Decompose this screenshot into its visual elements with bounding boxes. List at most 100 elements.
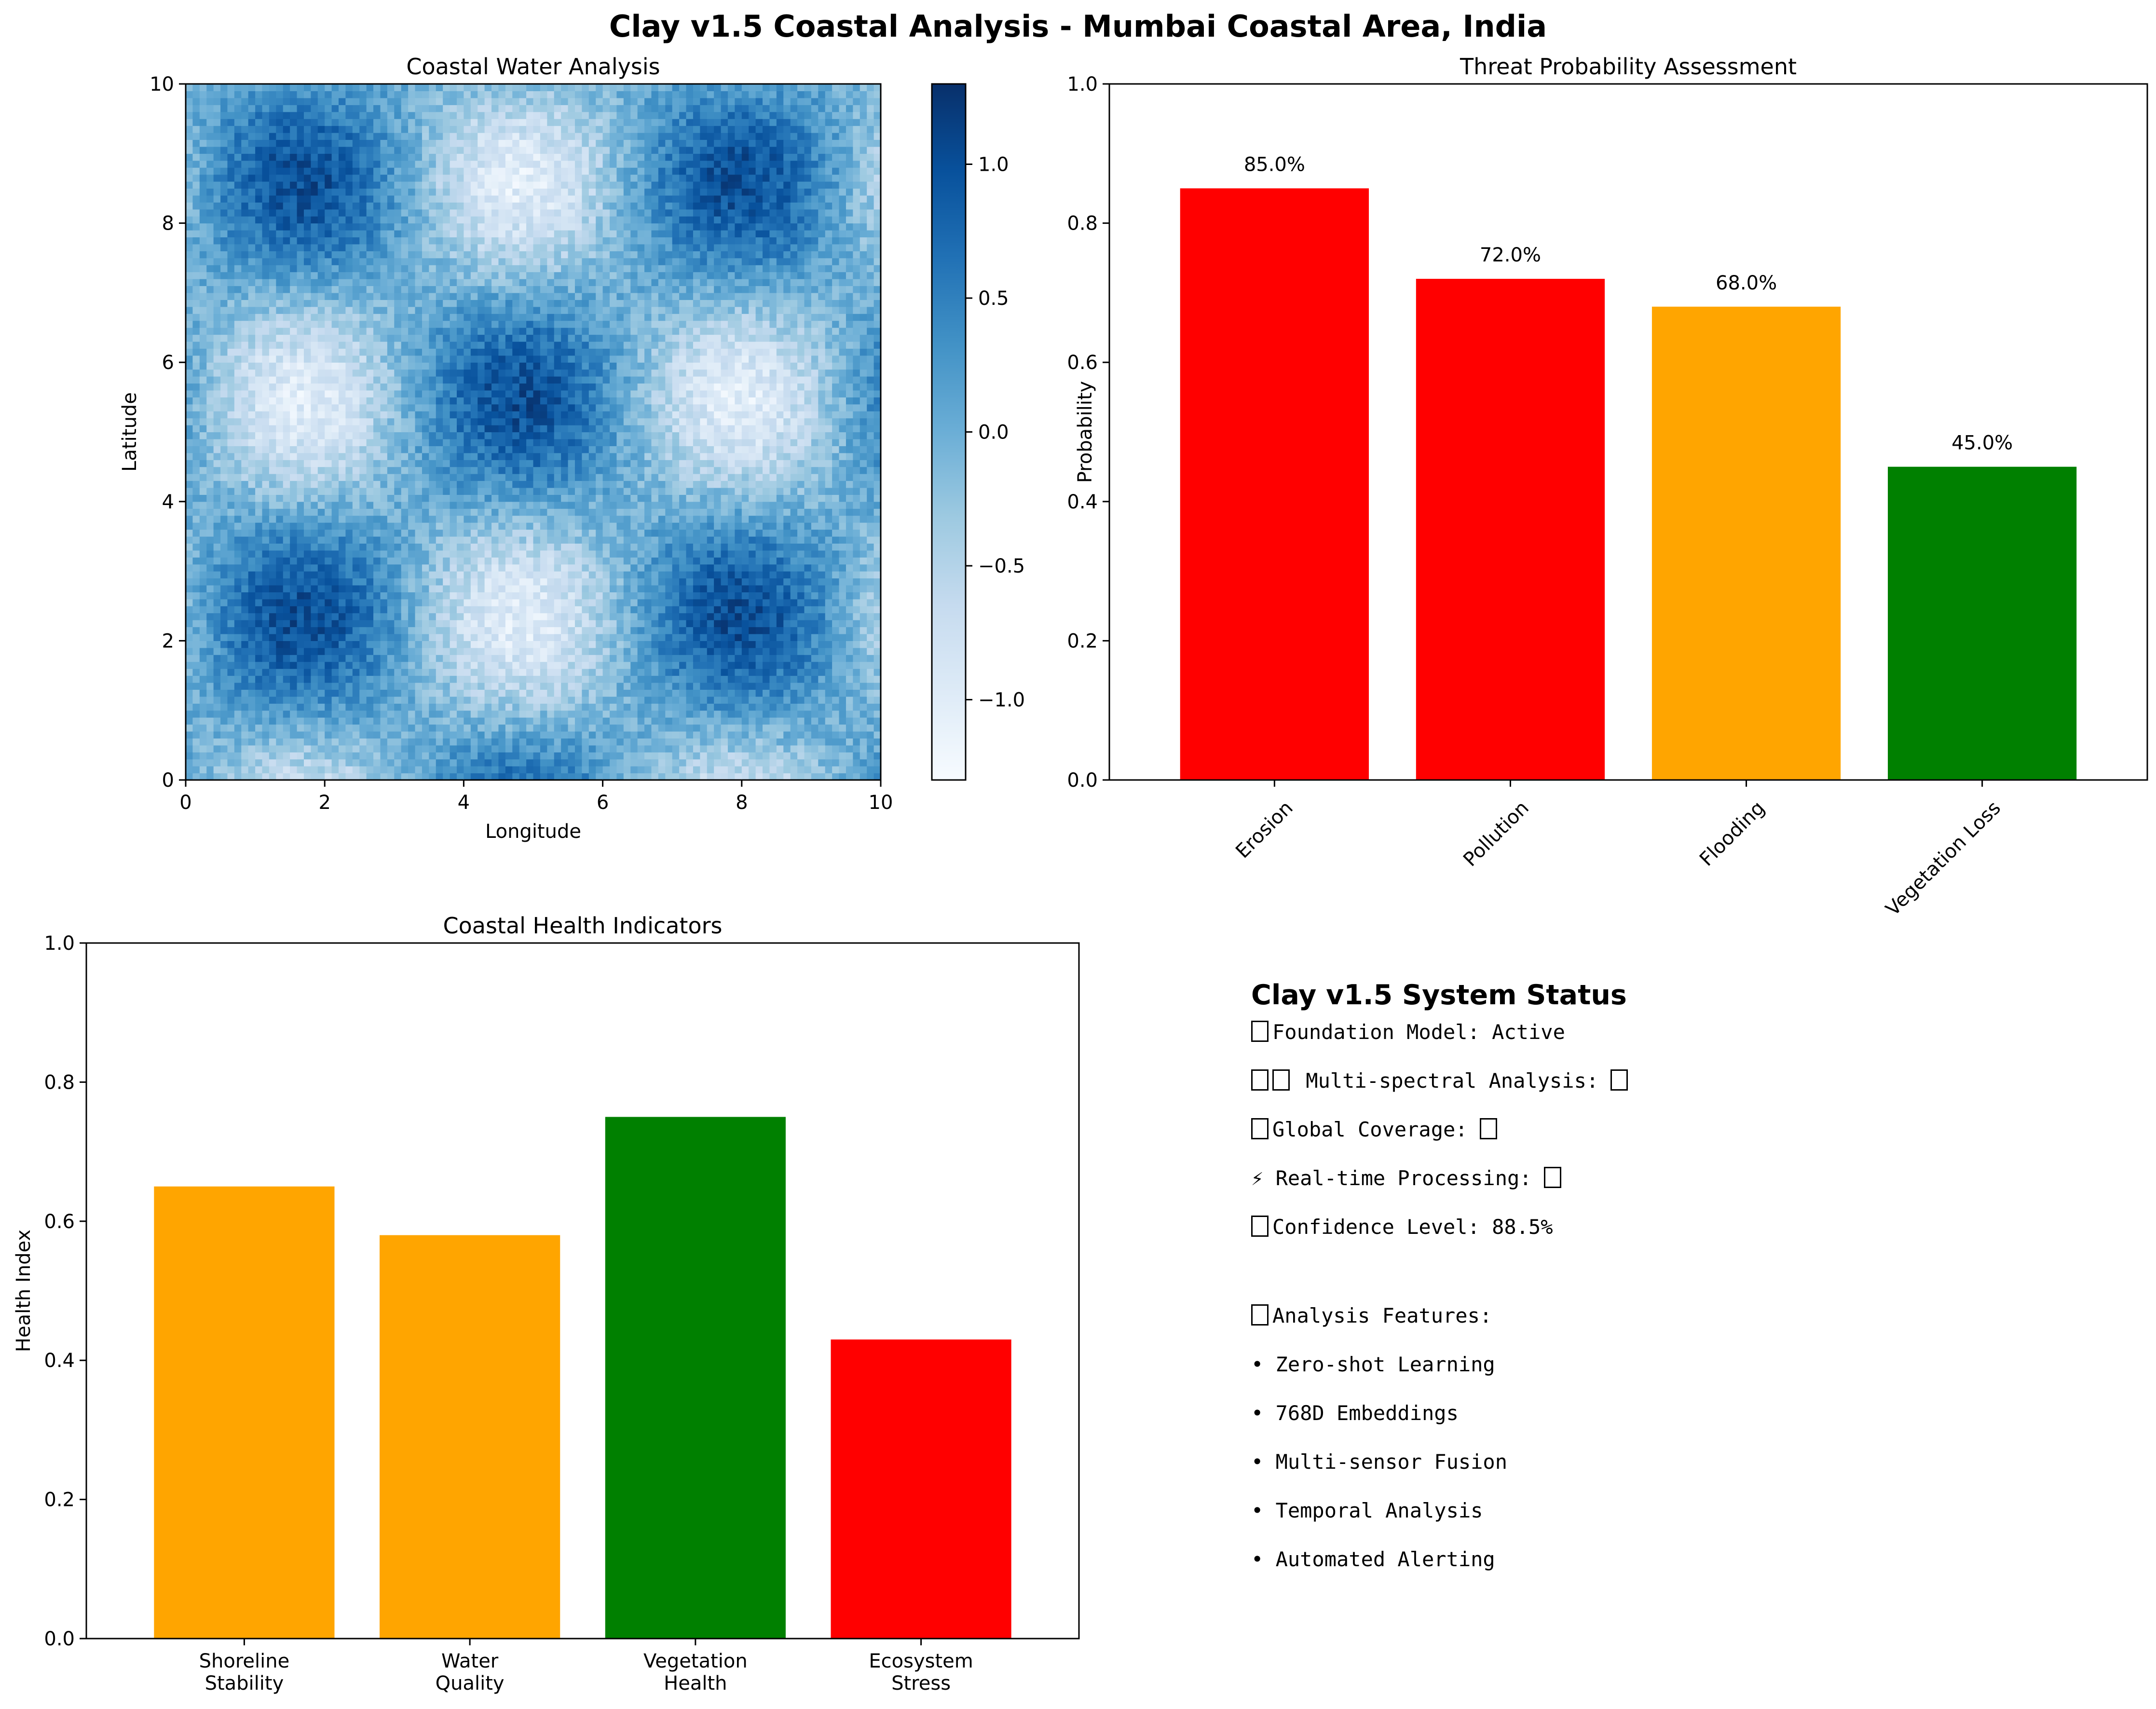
heatmap-cell <box>325 655 332 662</box>
heatmap-cell <box>317 766 325 774</box>
heatmap-cell <box>478 578 485 586</box>
heatmap-cell <box>568 633 575 641</box>
heatmap-cell <box>554 647 561 655</box>
heatmap-cell <box>283 773 290 780</box>
heatmap-cell <box>359 564 367 572</box>
heatmap-cell <box>644 675 652 683</box>
heatmap-cell <box>303 578 311 586</box>
heatmap-cell <box>186 641 193 648</box>
heatmap-cell <box>644 731 652 739</box>
heatmap-cell <box>700 689 708 697</box>
heatmap-cell <box>352 766 360 774</box>
heatmap-cell <box>651 717 659 725</box>
heatmap-cell <box>623 529 631 537</box>
heatmap-cell <box>727 487 735 495</box>
heatmap-cell <box>540 641 547 648</box>
heatmap-cell <box>873 661 881 669</box>
heatmap-cell <box>783 696 791 704</box>
heatmap-cell <box>651 752 659 760</box>
heatmap-cell <box>317 738 325 746</box>
heatmap-cell <box>554 606 561 614</box>
heatmap-cell <box>588 633 596 641</box>
heatmap-cell <box>478 446 485 453</box>
heatmap-cell <box>588 738 596 746</box>
heatmap-cell <box>741 466 749 474</box>
heatmap-cell <box>491 438 499 446</box>
heatmap-cell <box>297 759 304 766</box>
heatmap-cell <box>345 578 353 586</box>
heatmap-cell <box>512 766 520 774</box>
heatmap-cell <box>582 585 589 592</box>
heatmap-cell <box>262 571 270 579</box>
heatmap-cell <box>873 564 881 572</box>
heatmap-cell <box>484 682 492 690</box>
heatmap-cell <box>456 647 464 655</box>
heatmap-cell <box>679 543 687 551</box>
heatmap-cell <box>526 641 534 648</box>
heatmap-cell <box>317 703 325 711</box>
heatmap-cell <box>456 717 464 725</box>
heatmap-cell <box>206 738 214 746</box>
heatmap-cell <box>387 731 395 739</box>
heatmap-cell <box>519 655 527 662</box>
heatmap-cell <box>679 494 687 502</box>
heatmap-cell <box>714 606 722 614</box>
heatmap-cell <box>262 633 270 641</box>
heatmap-cell <box>199 627 207 634</box>
heatmap-cell <box>644 710 652 718</box>
heatmap-cell <box>686 613 694 620</box>
heatmap-cell <box>574 501 582 509</box>
heatmap-cell <box>741 474 749 481</box>
heatmap-cell <box>234 536 242 544</box>
heatmap-cell <box>741 522 749 530</box>
heatmap-cell <box>311 766 318 774</box>
heatmap-cell <box>325 724 332 732</box>
heatmap-cell <box>860 703 867 711</box>
heatmap-cell <box>373 759 381 766</box>
heatmap-cell <box>241 487 249 495</box>
heatmap-cell <box>234 703 242 711</box>
heatmap-cell <box>429 452 437 460</box>
heatmap-cell <box>763 627 770 634</box>
heatmap-cell <box>352 641 360 648</box>
heatmap-cell <box>623 446 631 453</box>
heatmap-cell <box>727 647 735 655</box>
heatmap-cell <box>387 703 395 711</box>
heatmap-cell <box>443 466 450 474</box>
heatmap-cell <box>610 501 617 509</box>
heatmap-cell <box>651 703 659 711</box>
heatmap-cell <box>255 550 263 558</box>
heatmap-cell <box>679 717 687 725</box>
heatmap-cell <box>804 633 812 641</box>
heatmap-cell <box>262 508 270 516</box>
heatmap-cell <box>853 592 860 600</box>
heatmap-cell <box>248 724 256 732</box>
heatmap-cell <box>512 550 520 558</box>
heatmap-cell <box>727 578 735 586</box>
heatmap-cell <box>339 460 346 467</box>
heatmap-cell <box>755 647 763 655</box>
heatmap-cell <box>749 557 756 565</box>
heatmap-cell <box>317 633 325 641</box>
heatmap-cell <box>450 564 457 572</box>
heatmap-cell <box>311 564 318 572</box>
heatmap-cell <box>741 669 749 676</box>
heatmap-cell <box>763 487 770 495</box>
heatmap-cell <box>610 550 617 558</box>
heatmap-cell <box>873 620 881 628</box>
heatmap-cell <box>526 599 534 606</box>
heatmap-cell <box>311 696 318 704</box>
heatmap-cell <box>846 460 853 467</box>
heatmap-cell <box>610 592 617 600</box>
heatmap-cell <box>422 627 429 634</box>
heatmap-cell <box>755 529 763 537</box>
heatmap-cell <box>846 446 853 453</box>
heatmap-cell <box>199 452 207 460</box>
heatmap-cell <box>707 452 714 460</box>
heatmap-cell <box>776 578 784 586</box>
heatmap-cell <box>186 452 193 460</box>
heatmap-cell <box>227 494 235 502</box>
heatmap-cell <box>297 585 304 592</box>
heatmap-cell <box>540 438 547 446</box>
heatmap-cell <box>596 466 603 474</box>
